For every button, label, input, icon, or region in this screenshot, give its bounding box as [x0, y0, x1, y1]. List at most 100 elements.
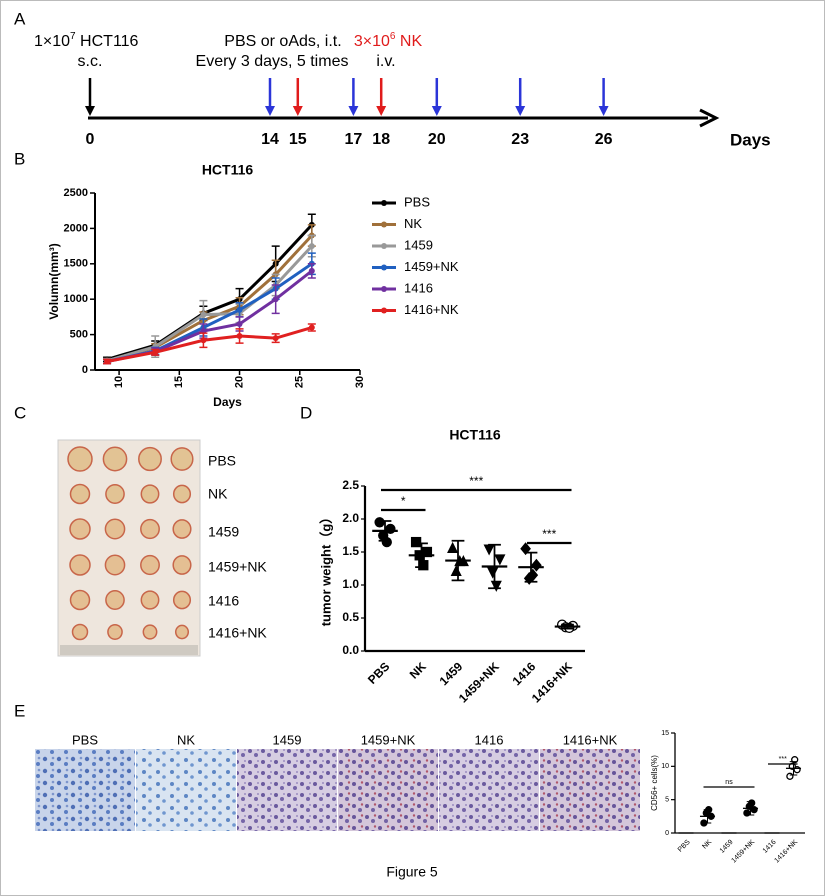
- data-point: [786, 772, 794, 780]
- x-axis-label: Days: [213, 395, 242, 409]
- tumor: [69, 483, 91, 505]
- histology-image: [35, 749, 135, 831]
- day-label: 18: [372, 131, 390, 148]
- x-tick-label: 10: [113, 376, 125, 388]
- data-point: [236, 306, 243, 313]
- sd-bar: [746, 801, 755, 816]
- data-point: [418, 560, 429, 571]
- legend-swatch: [381, 286, 387, 292]
- legend-label: PBS: [404, 194, 430, 209]
- arrow-head: [265, 106, 275, 116]
- legend-label: 1459+NK: [404, 259, 459, 274]
- label: s.c.: [78, 53, 103, 70]
- chart-title: HCT116: [202, 162, 254, 178]
- data-point: [308, 243, 315, 250]
- y-tick-label: 2.5: [342, 478, 359, 492]
- tumor: [104, 518, 126, 540]
- arrow-head: [598, 106, 609, 116]
- significance-label: *: [401, 494, 406, 508]
- tumor: [69, 518, 91, 540]
- tumor: [174, 624, 190, 640]
- tumor: [142, 624, 158, 640]
- y-tick-label: 5: [665, 797, 669, 804]
- photo-label: PBS: [208, 453, 236, 469]
- day-label: 20: [428, 131, 446, 148]
- image-label: NK: [177, 732, 195, 747]
- image-label: 1459+NK: [361, 732, 416, 747]
- data-point: [152, 349, 159, 356]
- tumor: [140, 484, 160, 504]
- y-tick-label: 500: [70, 329, 88, 341]
- y-tick-label: 10: [661, 763, 669, 770]
- photo-label: NK: [208, 486, 228, 502]
- chart-title: HCT116: [449, 427, 501, 443]
- day-label: 14: [261, 131, 279, 148]
- y-axis-label: CD56+ cells(%): [650, 755, 659, 811]
- y-tick-label: 0.0: [342, 643, 359, 657]
- sd-bar: [415, 542, 428, 569]
- tumor: [102, 446, 128, 472]
- x-tick-label: 20: [233, 376, 245, 388]
- histology-image: [540, 749, 640, 831]
- data-point: [385, 523, 396, 535]
- image-label: PBS: [72, 732, 98, 747]
- tumor: [107, 624, 123, 640]
- y-tick-label: 1500: [64, 258, 88, 270]
- data-point: [381, 536, 392, 548]
- significance-label: ***: [542, 527, 556, 541]
- tumor: [140, 518, 160, 540]
- legend-label: 1416: [404, 280, 433, 295]
- data-point: [104, 358, 111, 365]
- day-label: 0: [86, 131, 95, 148]
- photo-label: 1416+NK: [208, 625, 267, 641]
- panel-label: C: [14, 403, 26, 422]
- histology-image: [338, 749, 438, 831]
- data-point: [531, 558, 542, 572]
- y-tick-label: 1.5: [342, 544, 359, 558]
- sd-bar: [378, 520, 392, 542]
- tumor: [71, 623, 89, 641]
- day-label: 23: [511, 131, 529, 148]
- arrow-head: [431, 106, 442, 116]
- data-point: [236, 333, 243, 340]
- arrowhead: [699, 108, 720, 128]
- day-label: 26: [595, 131, 613, 148]
- label: Every 3 days, 5 times: [196, 53, 349, 70]
- data-point: [308, 324, 315, 331]
- ruler: [60, 645, 198, 655]
- text-part: 3×10: [354, 33, 390, 50]
- y-tick-label: 2500: [64, 187, 88, 199]
- data-point: [748, 799, 756, 807]
- tumor: [140, 590, 160, 610]
- data-point: [272, 335, 279, 342]
- arrow-head: [376, 106, 387, 116]
- legend-swatch: [381, 200, 387, 206]
- histology-image: [439, 749, 539, 831]
- panel-label: B: [14, 149, 25, 168]
- arrow-head: [292, 106, 303, 116]
- tumor: [172, 519, 192, 539]
- x-tick-label: 25: [294, 376, 306, 388]
- x-tick-label: 15: [173, 376, 185, 388]
- text-part: 1×10: [34, 33, 70, 50]
- sd-bar: [561, 623, 574, 630]
- y-tick-label: 0: [665, 830, 669, 837]
- significance-label: ns: [725, 779, 733, 786]
- tumor: [170, 447, 194, 471]
- y-tick-label: 1.0: [342, 577, 359, 591]
- tumor: [138, 446, 162, 472]
- y-tick-label: 1000: [64, 293, 88, 305]
- histology-image: [136, 749, 236, 831]
- tumor: [69, 554, 91, 576]
- text-part: HCT116: [76, 33, 139, 50]
- tumor-photo: [57, 439, 201, 657]
- series-line: [106, 326, 313, 363]
- sd-bar: [524, 551, 538, 583]
- data-point: [200, 337, 207, 344]
- data-point: [236, 320, 243, 327]
- caption: Figure 5: [386, 864, 438, 880]
- legend-swatch: [381, 221, 387, 228]
- tumor: [67, 446, 93, 472]
